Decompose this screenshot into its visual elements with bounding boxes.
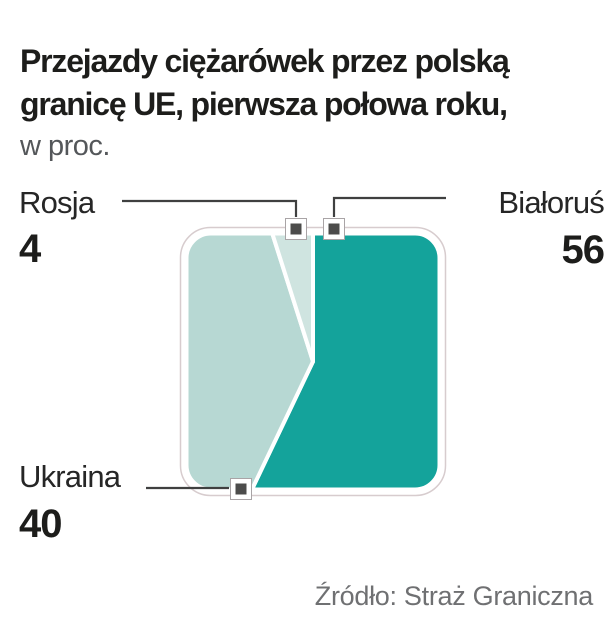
- rosja-value: 4: [19, 227, 41, 271]
- title-line-2: granicę UE, pierwsza połowa roku,: [20, 86, 508, 122]
- title-line-1: Przejazdy ciężarówek przez polską: [20, 43, 510, 79]
- belarus-marker: [323, 218, 345, 240]
- belarus-label: Białoruś: [498, 185, 604, 220]
- unit-label: w proc.: [20, 130, 110, 162]
- source-label: Źródło: Straż Graniczna: [314, 581, 594, 611]
- rosja-marker: [285, 218, 307, 240]
- ukraina-label: Ukraina: [19, 459, 121, 494]
- inner-white-ring: [181, 228, 445, 495]
- ukraina-marker: [230, 478, 252, 500]
- rosja-connector-line: [122, 199, 298, 217]
- belarus-connector-line: [332, 196, 446, 217]
- wedge-group: [185, 232, 441, 491]
- wedge-rosja: [269, 232, 315, 364]
- rosja-label: Rosja: [19, 185, 95, 220]
- ukraina-value: 40: [19, 502, 62, 546]
- belarus-value: 56: [561, 228, 605, 272]
- chart-title: Przejazdy ciężarówek przez polską granic…: [20, 40, 510, 126]
